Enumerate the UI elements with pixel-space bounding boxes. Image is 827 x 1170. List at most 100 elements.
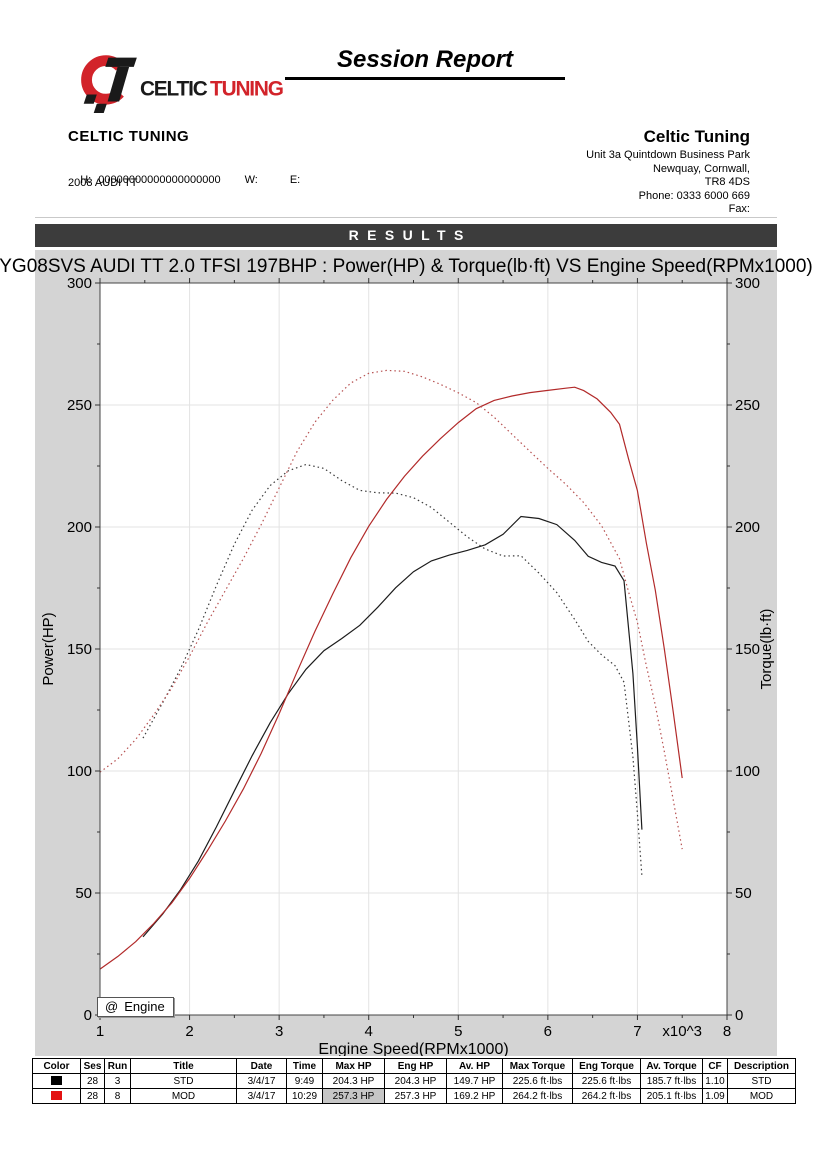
table-cell: 149.7 HP [446,1073,503,1089]
table-cell: 225.6 ft·lbs [502,1073,573,1089]
y-axis-tick-label-left: 200 [67,519,92,536]
table-cell: 28 [80,1073,105,1089]
table-cell: MOD [130,1088,237,1104]
column-header: Title [130,1058,237,1074]
customer-contact-line: H: 00000000000000000000 W: E: [68,162,300,198]
table-cell: 264.2 ft·lbs [572,1088,641,1104]
x-axis-title: Engine Speed(RPMx1000) [318,1041,508,1056]
column-header: Av. Torque [640,1058,703,1074]
table-cell: 204.3 HP [384,1073,447,1089]
y-axis-tick-label-left: 250 [67,397,92,414]
column-header: Color [32,1058,81,1074]
logo-t-bar-icon [105,57,137,67]
y-axis-title-right: Torque(lb·ft) [758,609,775,690]
legend-label: Engine [124,999,165,1014]
y-axis-tick-label-right: 100 [735,763,760,780]
series-std-torque-lb-ft- [142,463,643,876]
company-name-left: CELTIC TUNING [68,128,190,145]
table-cell: STD [727,1073,796,1089]
logo-text-tuning: TUNING [210,77,283,100]
table-row: 28 3 STD 3/4/17 9:49 204.3 HP 204.3 HP 149.7 HP… [32,1073,796,1089]
x-axis-tick-label: 3 [275,1023,283,1040]
dealer-address-block: Celtic Tuning Unit 3a Quintdown Business… [410,127,750,217]
column-header: Date [236,1058,287,1074]
x-axis-tick-label: 7 [633,1023,641,1040]
table-cell: 3/4/17 [236,1088,287,1104]
w-label: W: [244,174,258,186]
y-axis-tick-label-left: 300 [67,275,92,292]
logo-checker-icon [93,103,107,114]
column-header: Max Torque [502,1058,573,1074]
column-header: Max HP [322,1058,385,1074]
x-axis-tick-label: 5 [454,1023,462,1040]
column-header: Time [286,1058,323,1074]
h-label: H: [80,174,92,186]
table-cell: 205.1 ft·lbs [640,1088,703,1104]
color-cell [32,1088,81,1104]
table-cell: STD [130,1073,237,1089]
run-color-swatch [51,1076,62,1086]
address-line: TR8 4DS [704,176,750,188]
column-header: Eng HP [384,1058,447,1074]
address-line: Newquay, Cornwall, [652,162,750,175]
series-mod-power-hp- [99,386,683,970]
y-axis-tick-label-right: 150 [735,641,760,658]
y-axis-tick-label-left: 50 [75,885,92,902]
table-cell: 9:49 [286,1073,323,1089]
x-axis-tick-label: 8 [723,1023,731,1040]
color-cell [32,1073,81,1089]
column-header: Eng Torque [572,1058,641,1074]
table-cell: 185.7 ft·lbs [640,1073,703,1089]
y-axis-tick-label-left: 0 [84,1007,92,1024]
header-divider [35,217,777,218]
x-axis-tick-label: 6 [544,1023,552,1040]
table-cell: 204.3 HP [322,1073,385,1089]
table-cell: 257.3 HP [322,1088,385,1104]
table-cell: 1.10 [702,1073,728,1089]
table-cell: 28 [80,1088,105,1104]
table-cell: MOD [727,1088,796,1104]
y-axis-tick-label-left: 150 [67,641,92,658]
table-cell: 225.6 ft·lbs [572,1073,641,1089]
y-axis-tick-label-right: 200 [735,519,760,536]
table-cell: 3 [104,1073,131,1089]
engine-icon: @ [105,999,119,1014]
logo-t-stem-icon [107,66,130,102]
table-cell: 264.2 ft·lbs [502,1088,573,1104]
address-line: Unit 3a Quintdown Business Park [586,149,750,161]
table-cell: 169.2 HP [446,1088,503,1104]
table-cell: 3/4/17 [236,1073,287,1089]
x-axis-scale-label: x10^3 [662,1023,702,1040]
series-std-power-hp- [142,515,643,938]
address-lines: Unit 3a Quintdown Business Park Newquay, … [410,149,750,217]
results-banner: RESULTS [35,224,777,247]
y-axis-tick-label-right: 300 [735,275,760,292]
company-name-right: Celtic Tuning [643,127,750,146]
results-table: Color Ses Run Title Date Time Max HP Eng HP Av. … [32,1058,796,1104]
x-axis-tick-label: 1 [96,1023,104,1040]
column-header: Av. HP [446,1058,503,1074]
logo-checker-icon [83,94,97,104]
y-axis-tick-label-right: 250 [735,397,760,414]
column-header: Run [104,1058,131,1074]
x-axis-tick-label: 2 [185,1023,193,1040]
y-axis-tick-label-right: 50 [735,885,752,902]
y-axis-title-left: Power(HP) [40,612,57,685]
table-row: 28 8 MOD 3/4/17 10:29 257.3 HP 257.3 HP 169.2 H… [32,1088,796,1104]
chart-title: YG08SVS AUDI TT 2.0 TFSI 197BHP : Power(… [0,256,813,277]
table-header-row: Color Ses Run Title Date Time Max HP Eng HP Av. … [32,1058,796,1074]
vehicle-description: 2008 AUDI TT [68,177,138,189]
address-line: Fax: [728,203,750,215]
y-axis-tick-label-left: 100 [67,763,92,780]
table-cell: 1.09 [702,1088,728,1104]
run-color-swatch [51,1091,62,1101]
chart-legend: @ Engine [97,997,174,1017]
page-title: Session Report [285,46,565,80]
column-header: Ses [80,1058,105,1074]
table-cell: 10:29 [286,1088,323,1104]
x-axis-tick-label: 4 [365,1023,373,1040]
e-label: E: [289,174,301,186]
chart-canvas: 0 0 50 50 100 100 150 150 200 200 250 250 300 300 1 2 3 4… [40,275,775,1056]
h-value: 00000000000000000000 [98,174,221,186]
